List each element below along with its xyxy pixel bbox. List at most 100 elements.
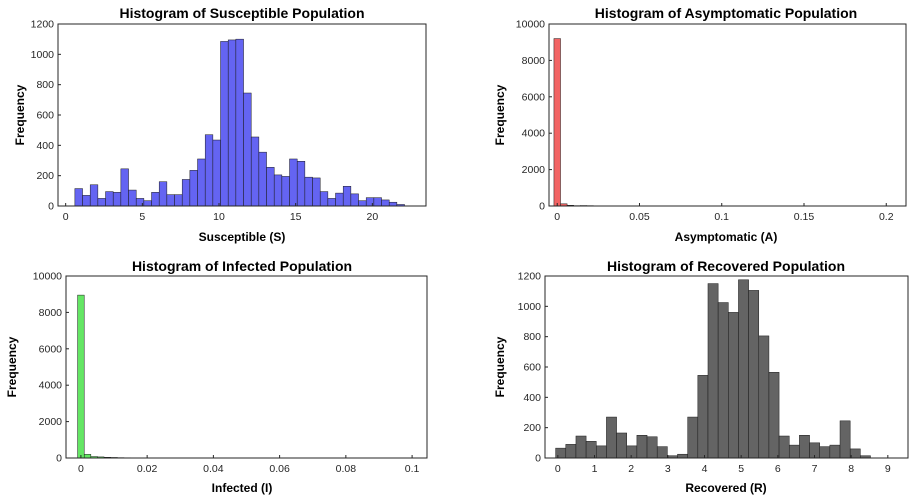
histogram-bar xyxy=(350,193,359,207)
chart-title: Histogram of Susceptible Population xyxy=(119,5,364,21)
y-tick-label: 8000 xyxy=(39,307,63,319)
histogram-bar xyxy=(289,158,298,207)
chart-title: Histogram of Asymptomatic Population xyxy=(595,5,857,21)
histogram-bar xyxy=(768,372,780,459)
y-ticks: 0 2000 4000 6000 8000 10000 xyxy=(33,271,69,465)
x-tick-label: 8 xyxy=(848,463,854,475)
y-axis-label: Frequency xyxy=(5,336,19,397)
y-tick-label: 4000 xyxy=(39,380,63,392)
histogram-bar xyxy=(319,191,329,207)
x-tick-label: 0 xyxy=(555,463,561,475)
y-ticks: 0 200 400 600 800 1000 1200 xyxy=(31,19,61,213)
histogram-bar xyxy=(748,290,760,459)
histogram-bar xyxy=(373,197,382,207)
x-tick-label: 5 xyxy=(139,211,145,223)
histogram-bar xyxy=(296,161,306,207)
y-tick-label: 8000 xyxy=(522,55,546,67)
histogram-bar xyxy=(335,192,344,207)
y-tick-label: 600 xyxy=(523,362,541,374)
histogram-bar xyxy=(596,445,607,459)
x-ticks: 0 0.05 0.1 0.15 0.2 xyxy=(554,203,894,223)
histogram-bar xyxy=(626,445,638,459)
histogram-bar xyxy=(273,174,283,207)
y-tick-label: 1200 xyxy=(31,19,55,31)
panel-asymptomatic: Histogram of Asymptomatic Population Asy… xyxy=(493,5,907,244)
y-tick-label: 200 xyxy=(36,170,54,182)
histogram-bar xyxy=(606,416,617,459)
histogram-bar xyxy=(83,454,92,459)
panel-infected: Histogram of Infected Population Infecte… xyxy=(5,258,428,495)
histogram-bar xyxy=(212,139,221,207)
y-tick-label: 6000 xyxy=(522,91,546,103)
histogram-bar xyxy=(97,198,106,207)
histogram-bar xyxy=(89,184,99,207)
histogram-bar xyxy=(197,158,206,207)
y-axis-label: Frequency xyxy=(493,84,507,145)
y-tick-label: 200 xyxy=(523,422,541,434)
histogram-bar xyxy=(839,420,851,459)
histogram-bar xyxy=(717,302,729,459)
x-tick-label: 0.1 xyxy=(405,463,420,475)
x-tick-label: 0 xyxy=(63,211,69,223)
y-tick-label: 6000 xyxy=(39,343,63,355)
x-tick-label: 0.04 xyxy=(203,463,224,475)
histogram-bar xyxy=(778,435,790,459)
histogram-bar xyxy=(204,134,214,207)
histogram-bar xyxy=(646,436,658,459)
histogram-bar xyxy=(243,92,252,207)
histogram-bar xyxy=(555,447,567,459)
axes-box xyxy=(65,275,428,459)
y-tick-label: 0 xyxy=(56,453,62,465)
x-tick-label: 7 xyxy=(812,463,818,475)
x-axis-label: Asymptomatic (A) xyxy=(675,230,778,244)
x-ticks: 0 1 2 3 4 5 6 7 8 9 xyxy=(555,455,891,475)
histogram-bar xyxy=(728,312,739,459)
x-tick-label: 20 xyxy=(366,211,378,223)
chart-title: Histogram of Recovered Population xyxy=(607,258,845,274)
x-tick-label: 15 xyxy=(290,211,302,223)
x-tick-label: 0.06 xyxy=(269,463,290,475)
histogram-bar xyxy=(687,416,699,459)
y-tick-label: 10000 xyxy=(33,271,62,283)
y-tick-label: 1000 xyxy=(31,49,55,61)
x-tick-label: 10 xyxy=(213,211,225,223)
x-axis-label: Susceptible (S) xyxy=(199,230,286,244)
x-tick-label: 0.05 xyxy=(629,211,650,223)
y-tick-label: 4000 xyxy=(522,128,546,140)
histogram-bar xyxy=(128,189,137,207)
histogram-bar xyxy=(553,38,561,207)
histogram-bar xyxy=(829,444,841,459)
y-tick-label: 400 xyxy=(36,140,54,152)
y-axis-label: Frequency xyxy=(493,336,507,397)
histogram-bar xyxy=(575,435,587,459)
x-tick-label: 0 xyxy=(554,211,560,223)
histogram-bar xyxy=(281,176,290,207)
histogram-bar xyxy=(304,176,313,207)
chart-title: Histogram of Infected Population xyxy=(132,258,352,274)
bars xyxy=(555,279,871,459)
histogram-bar xyxy=(258,151,267,207)
x-tick-label: 0 xyxy=(78,463,84,475)
x-tick-label: 5 xyxy=(738,463,744,475)
histogram-bar xyxy=(327,198,336,207)
histogram-bar xyxy=(758,335,770,459)
bars xyxy=(74,38,405,207)
y-tick-label: 1200 xyxy=(518,271,542,283)
histogram-bar xyxy=(227,39,237,207)
histogram-bar xyxy=(738,279,749,459)
x-axis-label: Recovered (R) xyxy=(685,481,766,495)
y-tick-label: 10000 xyxy=(516,19,545,31)
histogram-bar xyxy=(697,375,709,459)
x-ticks: 0 5 10 15 20 xyxy=(63,203,378,223)
x-tick-label: 0.15 xyxy=(794,211,815,223)
histogram-bar xyxy=(143,200,152,207)
histogram-bar xyxy=(105,191,114,207)
x-ticks: 0 0.02 0.04 0.06 0.08 0.1 xyxy=(78,455,420,475)
histogram-bar xyxy=(174,194,183,207)
y-tick-label: 2000 xyxy=(39,416,63,428)
x-axis-label: Infected (I) xyxy=(212,481,273,495)
histogram-bar xyxy=(74,188,83,207)
histogram-bar xyxy=(189,170,198,207)
x-tick-label: 0.08 xyxy=(336,463,357,475)
